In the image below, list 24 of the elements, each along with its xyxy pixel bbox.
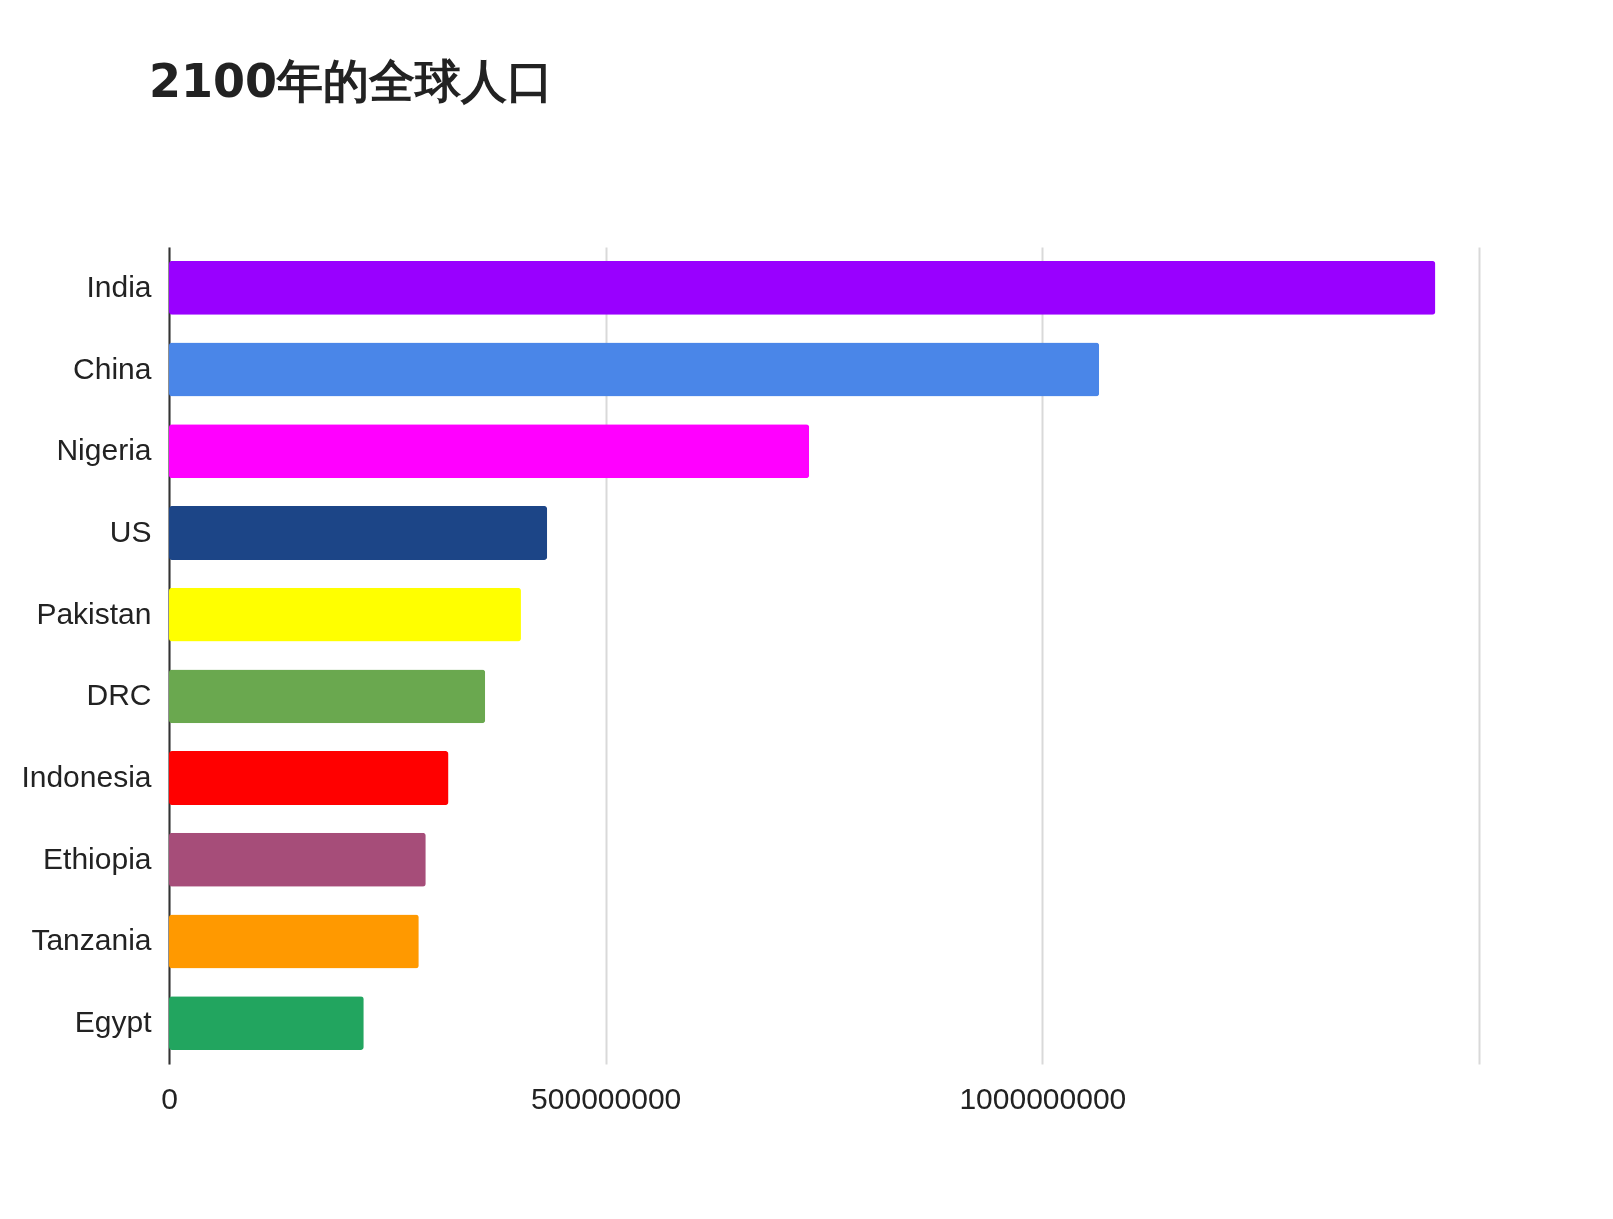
- y-tick-label: Indonesia: [21, 760, 152, 794]
- bar: [169, 260, 1436, 315]
- x-tick-label: 1000000000: [959, 1081, 1127, 1115]
- bar: [169, 914, 419, 969]
- y-tick-label: China: [73, 351, 152, 385]
- x-tick-label: 500000000: [531, 1081, 682, 1115]
- y-tick-label: Pakistan: [36, 596, 152, 630]
- y-tick-label: Tanzania: [31, 923, 152, 957]
- bar: [169, 996, 364, 1051]
- y-tick-label: Egypt: [74, 1005, 153, 1039]
- y-tick-label: US: [109, 514, 152, 548]
- x-tick-label: 0: [161, 1081, 178, 1115]
- bar: [169, 342, 1100, 397]
- bar: [169, 587, 521, 642]
- bar: [169, 669, 486, 724]
- bar: [169, 505, 548, 560]
- y-tick-label: Ethiopia: [43, 841, 152, 875]
- bar: [169, 424, 810, 479]
- bar: [169, 751, 449, 806]
- bar: [169, 832, 426, 887]
- y-tick-label: Nigeria: [56, 433, 152, 467]
- y-tick-label: DRC: [86, 678, 152, 712]
- y-tick-label: India: [86, 269, 152, 303]
- chart-title: 2100年的全球人口: [149, 54, 554, 108]
